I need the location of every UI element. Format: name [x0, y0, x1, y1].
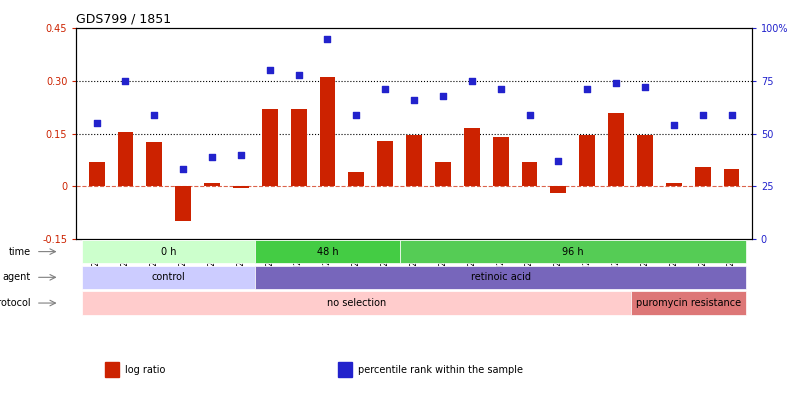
Point: [148, 111, 161, 118]
Bar: [463, 128, 479, 186]
Bar: [521, 162, 536, 186]
Point: [465, 78, 478, 84]
Bar: [337, 362, 352, 377]
Text: GDS799 / 1851: GDS799 / 1851: [76, 13, 171, 26]
Text: no selection: no selection: [326, 298, 385, 308]
Bar: [579, 135, 594, 186]
Bar: [88, 162, 104, 186]
Point: [90, 120, 103, 126]
Bar: [146, 142, 162, 186]
Text: control: control: [152, 272, 185, 282]
Point: [378, 86, 391, 93]
Point: [206, 153, 218, 160]
Bar: [607, 113, 623, 186]
Text: time: time: [8, 247, 31, 257]
Bar: [399, 240, 745, 263]
Point: [551, 158, 564, 164]
Bar: [636, 135, 652, 186]
Text: retinoic acid: retinoic acid: [470, 272, 530, 282]
Point: [349, 111, 362, 118]
Text: puromycin resistance: puromycin resistance: [635, 298, 740, 308]
Point: [119, 78, 132, 84]
Bar: [665, 183, 681, 186]
Text: 96 h: 96 h: [561, 247, 583, 257]
Point: [695, 111, 708, 118]
Point: [494, 86, 507, 93]
Bar: [348, 172, 364, 186]
Point: [724, 111, 737, 118]
Bar: [255, 240, 399, 263]
Bar: [291, 109, 306, 186]
Text: 0 h: 0 h: [161, 247, 177, 257]
Bar: [104, 362, 119, 377]
Point: [177, 166, 190, 173]
Point: [638, 84, 650, 90]
Bar: [82, 240, 255, 263]
Bar: [630, 292, 745, 315]
Point: [580, 86, 593, 93]
Bar: [434, 162, 450, 186]
Bar: [175, 186, 191, 221]
Point: [320, 36, 333, 42]
Point: [523, 111, 536, 118]
Bar: [377, 141, 393, 186]
Bar: [492, 137, 508, 186]
Point: [263, 67, 276, 74]
Bar: [233, 186, 248, 188]
Point: [436, 92, 449, 99]
Bar: [262, 109, 277, 186]
Text: log ratio: log ratio: [124, 365, 165, 375]
Bar: [406, 135, 422, 186]
Point: [609, 80, 622, 86]
Bar: [550, 186, 565, 193]
Text: agent: agent: [2, 272, 31, 282]
Point: [291, 71, 304, 78]
Point: [407, 97, 420, 103]
Bar: [82, 266, 255, 289]
Bar: [117, 132, 133, 186]
Point: [234, 151, 247, 158]
Bar: [319, 77, 335, 186]
Bar: [82, 292, 630, 315]
Bar: [694, 167, 710, 186]
Text: 48 h: 48 h: [316, 247, 338, 257]
Bar: [723, 168, 739, 186]
Bar: [255, 266, 745, 289]
Bar: [204, 183, 220, 186]
Text: percentile rank within the sample: percentile rank within the sample: [357, 365, 522, 375]
Text: growth protocol: growth protocol: [0, 298, 31, 308]
Point: [666, 122, 679, 128]
